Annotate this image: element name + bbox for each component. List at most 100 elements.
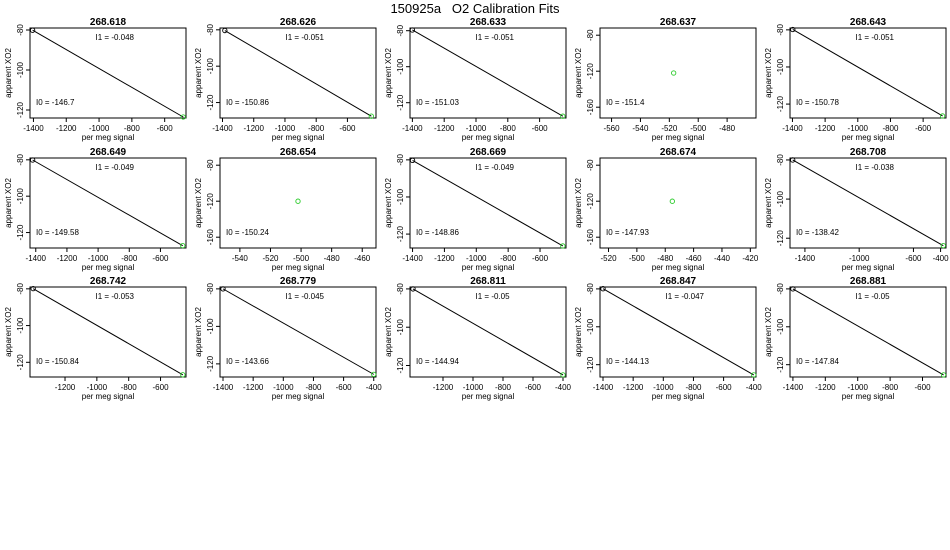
data-point <box>371 371 377 378</box>
y-tick-label: -80 <box>206 159 215 171</box>
x-tick-label: -520 <box>262 254 279 263</box>
plot-frame <box>599 27 757 119</box>
data-point <box>180 242 186 249</box>
fit-line <box>602 288 754 376</box>
y-axis-label: apparent XO2 <box>574 48 583 98</box>
intercept-annotation: I0 = -148.86 <box>416 228 459 237</box>
x-tick-label: -1000 <box>847 383 868 392</box>
intercept-value: -138.42 <box>812 228 840 237</box>
panel-title: 268.674 <box>660 147 697 158</box>
slope-value: -0.053 <box>111 292 134 301</box>
panel-title: 268.633 <box>470 17 507 28</box>
y-tick-label: -120 <box>206 193 215 210</box>
x-axis-label: per meg signal <box>462 133 515 142</box>
intercept-annotation: I0 = -147.84 <box>796 357 839 366</box>
slope-annotation: I1 = -0.048 <box>96 33 135 42</box>
y-tick-label: -160 <box>586 229 595 246</box>
x-axis-label: per meg signal <box>462 263 515 272</box>
y-axis-label: apparent XO2 <box>4 307 13 357</box>
calibration-panel-2: 268.633 -1400 -1200 -1000 -800 -600 -80 -100 -12… <box>384 17 567 142</box>
calibration-panel-5: 268.649 -1400 -1200 -1000 -800 -600 -80 -100 -12… <box>4 147 187 272</box>
x-axis-label: per meg signal <box>652 133 705 142</box>
intercept-value: -143.66 <box>242 357 270 366</box>
x-axis-label: per meg signal <box>272 263 325 272</box>
y-tick-label: -80 <box>586 283 595 295</box>
y-tick-label: -100 <box>776 318 785 335</box>
x-tick-label: -1000 <box>463 383 484 392</box>
y-tick-label: -80 <box>396 24 405 36</box>
x-tick-label: -540 <box>232 254 249 263</box>
fit-line <box>224 30 372 117</box>
x-tick-label: -1200 <box>623 383 644 392</box>
fit-line <box>32 288 184 376</box>
intercept-value: -150.86 <box>242 98 270 107</box>
fit-line <box>412 29 564 117</box>
y-axis-label: apparent XO2 <box>4 178 13 228</box>
x-tick-label: -600 <box>915 383 932 392</box>
slope-annotation: I1 = -0.049 <box>96 163 135 172</box>
data-point <box>30 286 36 292</box>
slope-annotation: I1 = -0.047 <box>666 292 705 301</box>
intercept-annotation: I0 = -150.78 <box>796 98 839 107</box>
plot-frame <box>219 157 377 249</box>
y-tick-label: -100 <box>16 61 25 78</box>
intercept-value: -149.58 <box>52 228 80 237</box>
y-tick-label: -160 <box>206 229 215 246</box>
intercept-value: -144.13 <box>622 357 650 366</box>
y-tick-label: -80 <box>586 159 595 171</box>
slope-value: -0.049 <box>111 163 134 172</box>
plot-frame <box>29 27 187 119</box>
data-point <box>790 26 796 33</box>
x-tick-label: -800 <box>308 124 325 133</box>
plot-frame <box>789 27 947 119</box>
intercept-annotation: I0 = -138.42 <box>796 228 839 237</box>
x-tick-label: -560 <box>604 124 621 133</box>
x-tick-label: -1200 <box>56 124 77 133</box>
x-axis-label: per meg signal <box>652 263 705 272</box>
panel-title: 268.669 <box>470 147 507 158</box>
data-point <box>790 157 796 163</box>
x-axis-label: per meg signal <box>82 133 135 142</box>
plot-frame <box>789 286 947 378</box>
y-tick-label: -80 <box>16 283 25 295</box>
intercept-annotation: I0 = -144.94 <box>416 357 459 366</box>
panel-title: 268.618 <box>90 17 127 28</box>
intercept-annotation: I0 = -150.24 <box>226 228 269 237</box>
calibration-panel-0: 268.618 -1400 -1200 -1000 -800 -600 -80 -100 -12… <box>4 17 187 142</box>
y-tick-label: -120 <box>16 224 25 241</box>
fit-line <box>412 159 564 247</box>
x-tick-label: -1200 <box>434 124 455 133</box>
x-tick-label: -800 <box>121 383 138 392</box>
y-tick-label: -120 <box>776 230 785 247</box>
fit-line <box>32 29 184 118</box>
calibration-panel-8: 268.674 -520 -500 -480 -460 -440 -420 -80 -120 -1… <box>574 147 759 272</box>
data-point <box>940 243 946 249</box>
intercept-value: -150.84 <box>52 357 80 366</box>
y-axis-label: apparent XO2 <box>194 48 203 98</box>
plot-frame <box>599 157 757 249</box>
x-tick-label: -1200 <box>433 383 454 392</box>
y-axis-label: apparent XO2 <box>764 48 773 98</box>
intercept-annotation: I0 = -144.13 <box>606 357 649 366</box>
x-tick-label: -500 <box>690 124 707 133</box>
calibration-panel-6: 268.654 -540 -520 -500 -480 -460 -80 -120 -160 pe… <box>194 147 377 272</box>
fit-line <box>222 288 374 375</box>
x-tick-label: -1200 <box>57 254 78 263</box>
x-tick-label: -1000 <box>653 383 674 392</box>
x-tick-label: -600 <box>716 383 733 392</box>
plot-frame <box>409 157 567 249</box>
y-tick-label: -100 <box>16 317 25 334</box>
x-tick-label: -500 <box>293 254 310 263</box>
x-tick-label: -1200 <box>815 124 836 133</box>
data-point <box>29 157 36 163</box>
x-tick-label: -1400 <box>593 383 614 392</box>
x-tick-label: -1400 <box>212 124 233 133</box>
calibration-panel-7: 268.669 -1400 -1200 -1000 -800 -600 -80 -100 -12… <box>384 147 567 272</box>
panel-title: 268.847 <box>660 276 697 287</box>
y-tick-label: -80 <box>16 153 25 165</box>
y-tick-label: -100 <box>776 58 785 75</box>
x-tick-label: -420 <box>742 254 759 263</box>
data-point <box>669 198 675 204</box>
y-axis-label: apparent XO2 <box>194 178 203 228</box>
slope-annotation: I1 = -0.05 <box>476 292 511 301</box>
